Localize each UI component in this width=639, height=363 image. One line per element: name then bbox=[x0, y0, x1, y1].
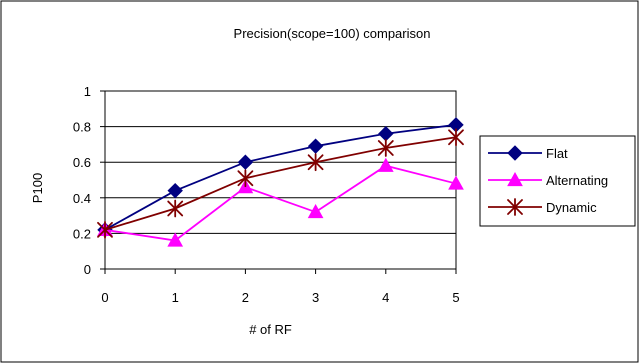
series-line-alternating bbox=[104, 164, 457, 242]
legend-label: Dynamic bbox=[546, 200, 597, 215]
data-point-alternating bbox=[307, 204, 324, 219]
legend-marker bbox=[507, 145, 523, 161]
data-point-flat bbox=[307, 138, 324, 154]
legend: Flat Alternating Dynamic bbox=[479, 135, 636, 227]
x-tick-label: 5 bbox=[452, 290, 459, 305]
legend-items: Flat Alternating Dynamic bbox=[488, 145, 608, 216]
series-layer bbox=[97, 117, 464, 247]
data-point-dynamic bbox=[377, 139, 394, 157]
x-tick-label: 3 bbox=[312, 290, 319, 305]
y-tick-label: 0.2 bbox=[73, 226, 91, 241]
legend-label: Alternating bbox=[546, 173, 608, 188]
legend-box bbox=[479, 135, 636, 227]
y-axis-label: P100 bbox=[30, 173, 45, 203]
chart-title: Precision(scope=100) comparison bbox=[234, 26, 431, 41]
data-point-alternating bbox=[377, 157, 394, 172]
x-tick-label: 0 bbox=[101, 290, 108, 305]
legend-item: Alternating bbox=[488, 171, 608, 188]
legend-label: Flat bbox=[546, 146, 568, 161]
data-point-alternating bbox=[448, 175, 464, 190]
data-point-dynamic bbox=[97, 220, 113, 239]
data-point-alternating bbox=[167, 232, 184, 247]
y-tick-label: 0.8 bbox=[73, 120, 91, 135]
x-tick-label: 1 bbox=[172, 290, 179, 305]
legend-marker bbox=[507, 198, 523, 216]
data-point-flat bbox=[167, 182, 183, 199]
x-tick-label: 2 bbox=[242, 290, 249, 305]
legend-marker bbox=[507, 171, 523, 187]
data-point-dynamic bbox=[307, 153, 324, 172]
y-axis-ticks: 0 0.2 0.4 0.6 0.8 1 bbox=[73, 84, 105, 277]
x-axis-label: # of RF bbox=[249, 322, 292, 337]
y-tick-label: 0.6 bbox=[73, 155, 91, 170]
y-tick-label: 1 bbox=[84, 84, 91, 99]
y-tick-label: 0.4 bbox=[73, 191, 91, 206]
data-point-flat bbox=[237, 154, 254, 170]
x-tick-label: 4 bbox=[382, 290, 389, 305]
data-point-dynamic bbox=[448, 128, 464, 147]
x-axis-ticks: 0 1 2 3 4 5 bbox=[101, 269, 460, 305]
y-tick-label: 0 bbox=[84, 262, 91, 277]
series-line-dynamic bbox=[104, 136, 457, 231]
data-point-dynamic bbox=[237, 169, 254, 188]
data-point-dynamic bbox=[167, 199, 184, 218]
legend-item: Flat bbox=[488, 145, 568, 161]
series-dynamic bbox=[97, 128, 464, 239]
legend-item: Dynamic bbox=[488, 198, 597, 216]
series-line-flat bbox=[104, 123, 457, 231]
